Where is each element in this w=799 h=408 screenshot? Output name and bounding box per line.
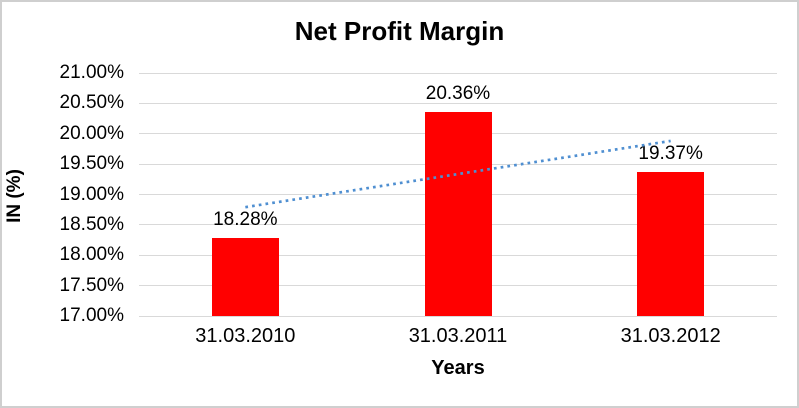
gridline xyxy=(139,102,777,104)
gridline xyxy=(139,72,777,74)
bar xyxy=(637,172,705,316)
x-category-label: 31.03.2010 xyxy=(195,325,296,347)
y-tick-label: 17.00% xyxy=(59,305,124,326)
gridline xyxy=(139,315,777,317)
y-tick-label: 21.00% xyxy=(59,62,124,83)
y-tick-label: 18.00% xyxy=(59,244,124,266)
data-label: 18.28% xyxy=(213,209,278,231)
data-label: 19.37% xyxy=(638,143,703,165)
y-tick-label: 20.00% xyxy=(59,122,124,144)
y-tick-label: 17.50% xyxy=(59,274,124,296)
chart-title: Net Profit Margin xyxy=(294,16,505,46)
y-tick-label: 20.50% xyxy=(59,92,124,114)
x-axis-title: Years xyxy=(431,357,485,379)
data-label: 20.36% xyxy=(425,82,491,104)
y-tick-label: 19.00% xyxy=(59,183,124,205)
y-axis-title: IN (%) xyxy=(4,169,25,223)
bar xyxy=(211,238,279,316)
x-category-label: 31.03.2011 xyxy=(408,325,508,347)
bar xyxy=(424,111,492,316)
x-category-label: 31.03.2012 xyxy=(620,325,721,347)
y-tick-label: 19.50% xyxy=(59,153,124,175)
y-tick-label: 18.50% xyxy=(59,213,124,235)
